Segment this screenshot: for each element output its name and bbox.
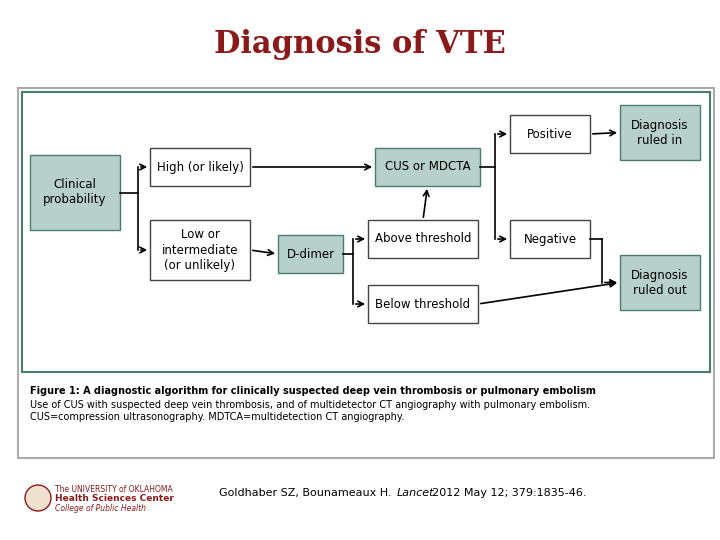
Bar (278, 235, 343, 273)
Text: Positive: Positive (527, 127, 573, 140)
Bar (18, 88, 714, 458)
Bar (620, 255, 700, 310)
Text: The UNIVERSITY of OKLAHOMA: The UNIVERSITY of OKLAHOMA (55, 485, 173, 494)
Bar (368, 220, 478, 258)
Text: Use of CUS with suspected deep vein thrombosis, and of multidetector CT angiogra: Use of CUS with suspected deep vein thro… (30, 400, 590, 422)
Text: College of Public Health: College of Public Health (55, 504, 146, 513)
Bar (510, 220, 590, 258)
Bar (30, 155, 120, 230)
Bar (510, 115, 590, 153)
Bar (375, 148, 480, 186)
Text: High (or likely): High (or likely) (156, 160, 243, 173)
Text: . 2012 May 12; 379:1835-46.: . 2012 May 12; 379:1835-46. (425, 488, 587, 498)
Text: Low or
intermediate
(or unlikely): Low or intermediate (or unlikely) (162, 228, 238, 272)
Text: Above threshold: Above threshold (374, 233, 472, 246)
Text: CUS or MDCTA: CUS or MDCTA (384, 160, 470, 173)
Text: Goldhaber SZ, Bounameaux H.: Goldhaber SZ, Bounameaux H. (219, 488, 395, 498)
Text: Negative: Negative (523, 233, 577, 246)
Text: Clinical
probability: Clinical probability (43, 179, 107, 206)
Text: Health Sciences Center: Health Sciences Center (55, 494, 174, 503)
Text: Diagnosis of VTE: Diagnosis of VTE (214, 30, 506, 60)
Text: Lancet: Lancet (397, 488, 434, 498)
Bar (368, 285, 478, 323)
Text: Diagnosis
ruled out: Diagnosis ruled out (631, 268, 689, 296)
Text: Below threshold: Below threshold (375, 298, 471, 310)
Text: Diagnosis
ruled in: Diagnosis ruled in (631, 118, 689, 146)
Text: D-dimer: D-dimer (287, 247, 335, 260)
Bar (150, 220, 250, 280)
Text: Figure 1: A diagnostic algorithm for clinically suspected deep vein thrombosis o: Figure 1: A diagnostic algorithm for cli… (30, 386, 596, 396)
Bar (22, 92, 710, 372)
Bar (150, 148, 250, 186)
Circle shape (25, 485, 51, 511)
Bar (620, 105, 700, 160)
